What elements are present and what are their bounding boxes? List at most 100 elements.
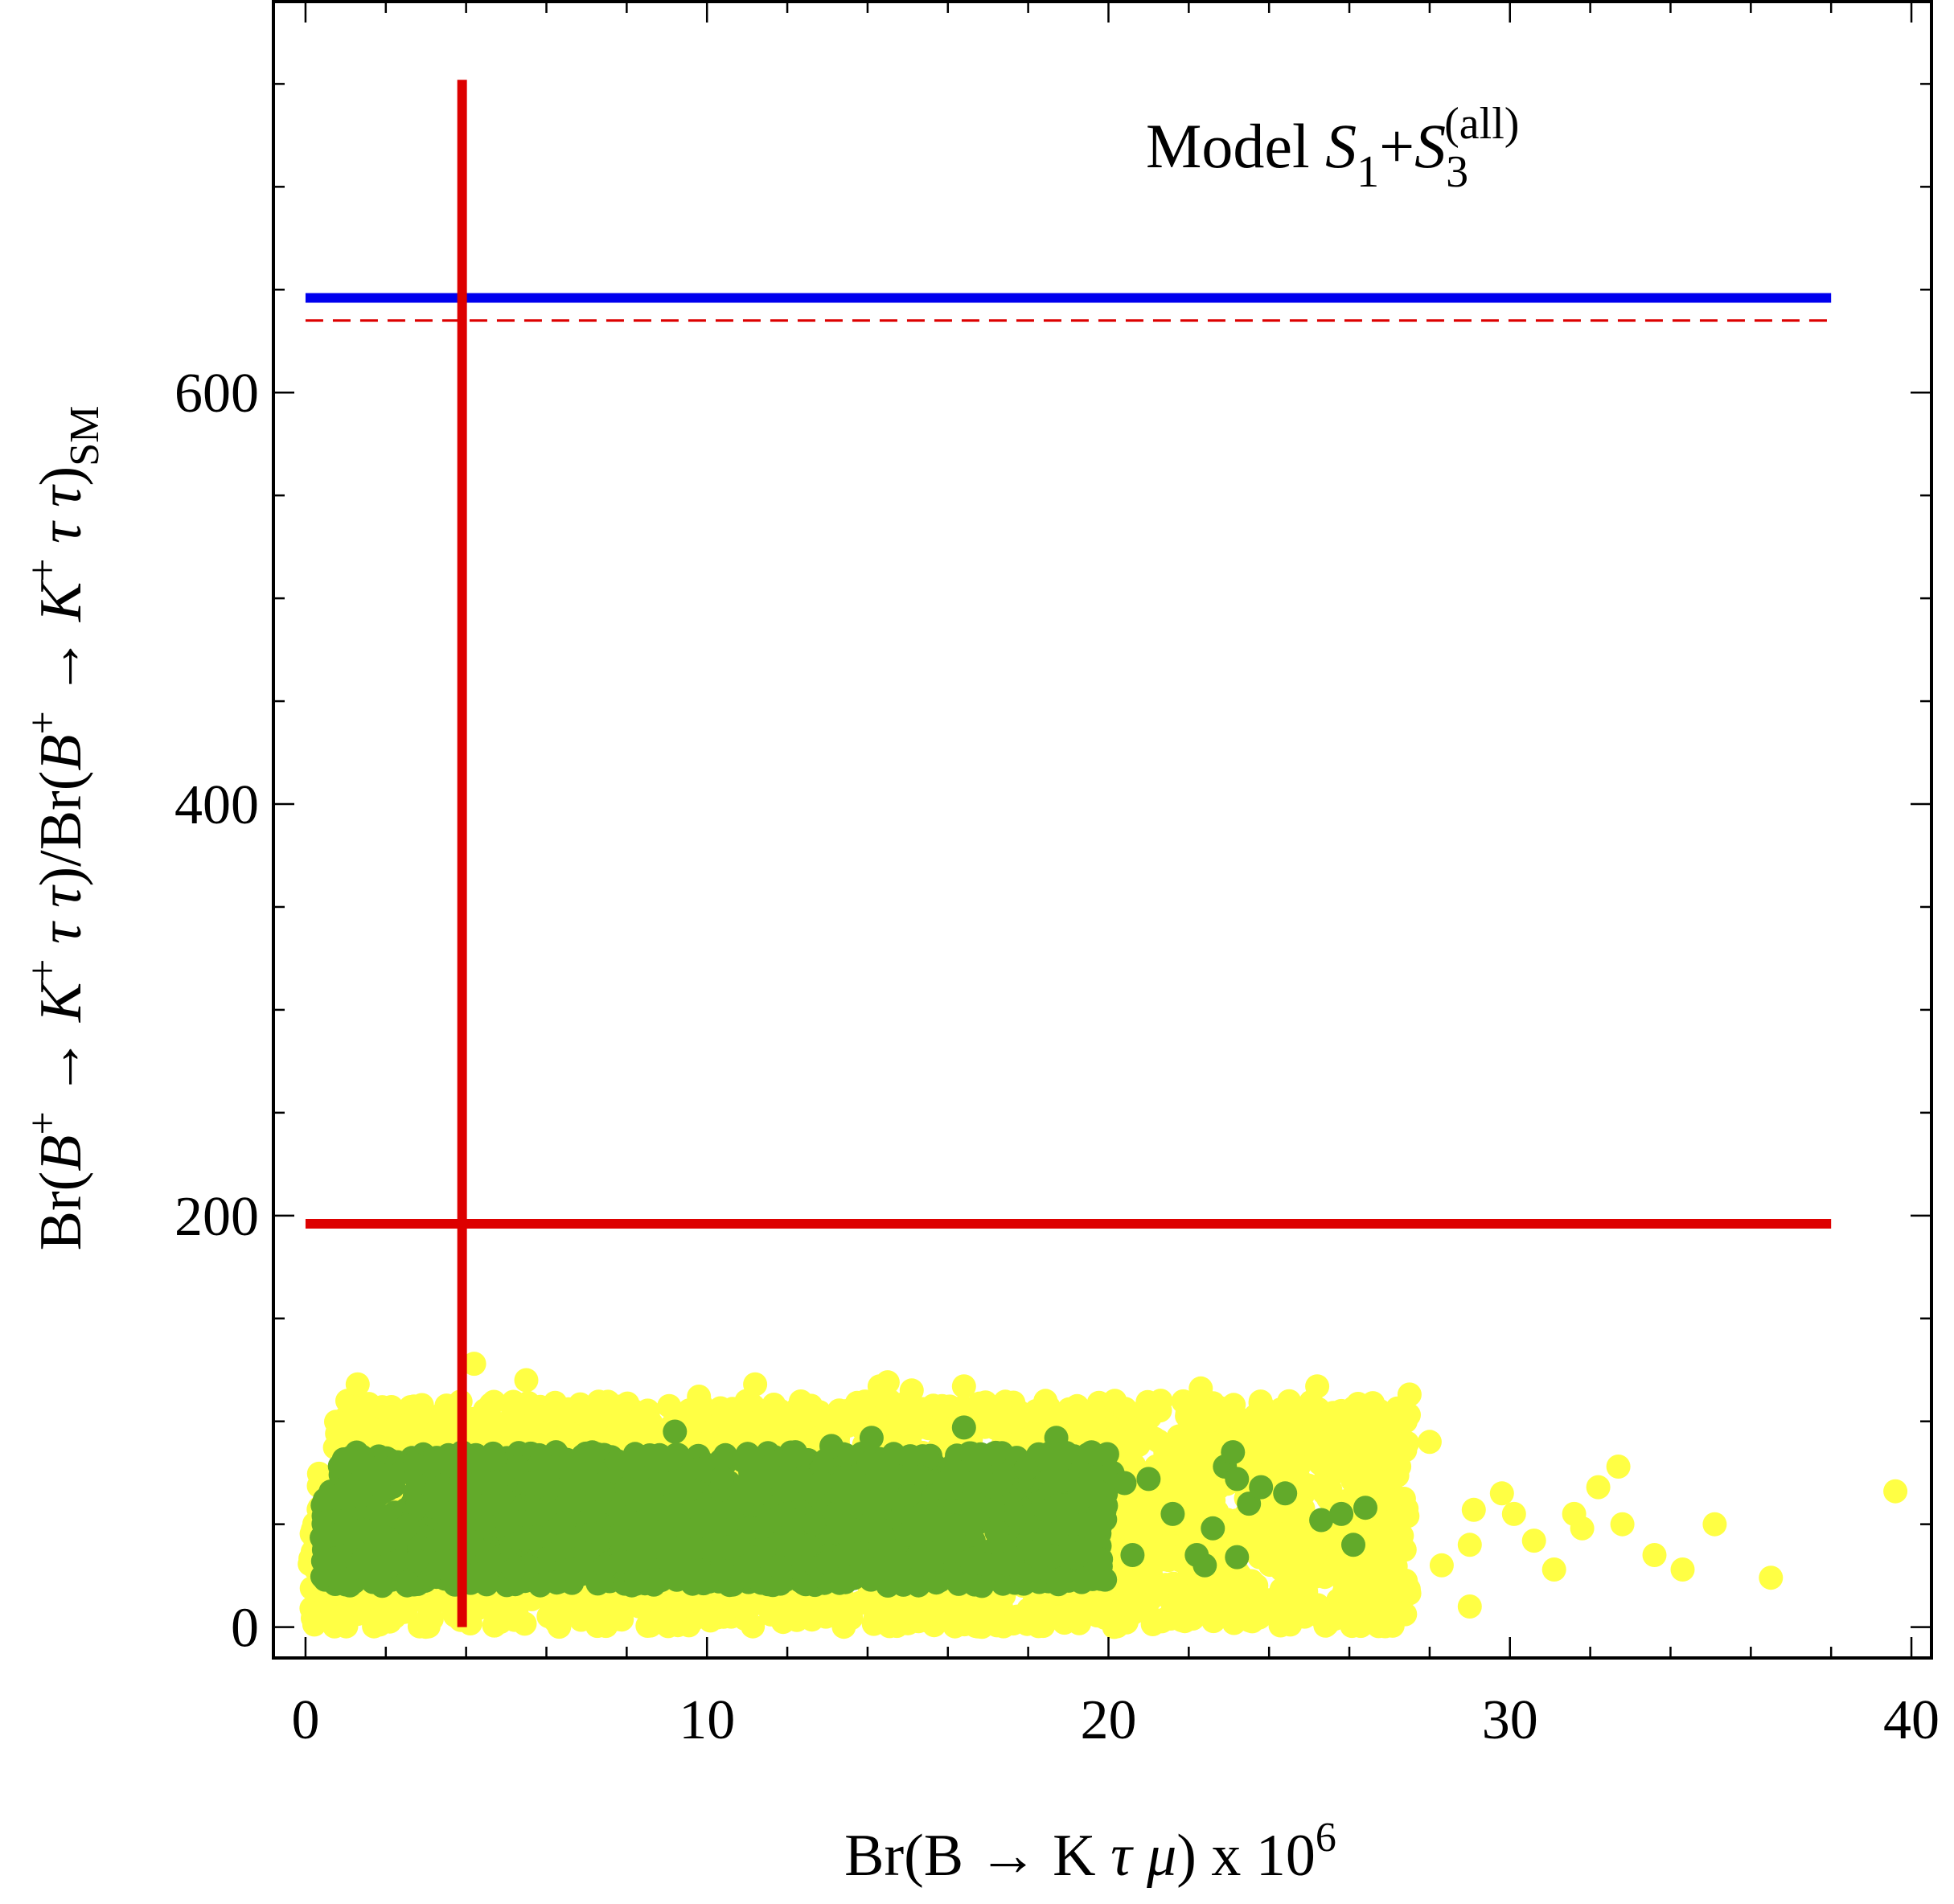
x-title-exp: 6 [1316, 1815, 1336, 1861]
yellow-point [462, 1352, 486, 1377]
yellow-point [1024, 1398, 1049, 1423]
yellow-point [741, 1614, 766, 1639]
green-point [1016, 1568, 1041, 1593]
green-point [1044, 1426, 1069, 1451]
yellow-point [711, 1404, 736, 1429]
green-point [1041, 1544, 1065, 1569]
yellow-point [1329, 1398, 1354, 1423]
green-point [474, 1572, 499, 1597]
yellow-point [345, 1372, 370, 1397]
yellow-point [608, 1596, 633, 1621]
green-point [348, 1483, 373, 1508]
yellow-point [1759, 1565, 1784, 1590]
green-points-series [310, 1415, 1377, 1598]
y-tick-label: 200 [174, 1186, 259, 1248]
yellow-point [1417, 1430, 1442, 1455]
yellow-point [618, 1414, 642, 1438]
yellow-point [585, 1614, 610, 1639]
yellow-point [1385, 1463, 1410, 1488]
green-point [1047, 1493, 1072, 1517]
green-point [559, 1557, 584, 1582]
yellow-point [1288, 1602, 1313, 1627]
green-point [688, 1558, 712, 1583]
yellow-point [881, 1414, 905, 1438]
yellow-point [687, 1385, 712, 1409]
yellow-point [370, 1395, 395, 1420]
green-point [942, 1513, 967, 1538]
yellow-point [1358, 1428, 1383, 1453]
yellow-point [1225, 1405, 1250, 1430]
x-tick-label: 20 [1080, 1689, 1136, 1751]
green-point [430, 1500, 454, 1524]
yellow-point [899, 1378, 924, 1403]
green-point [1004, 1504, 1028, 1529]
green-point [1193, 1553, 1217, 1578]
yellow-point [656, 1607, 681, 1632]
yellow-point [1521, 1529, 1546, 1553]
yellow-point [1131, 1516, 1156, 1541]
annotation-s3-sup: (all) [1444, 99, 1519, 149]
green-point [474, 1492, 499, 1517]
yellow-point [875, 1370, 900, 1395]
annotation-prefix: Model [1146, 111, 1325, 181]
green-point [593, 1554, 618, 1579]
yellow-point [1570, 1516, 1595, 1541]
green-point [423, 1450, 448, 1475]
green-point [995, 1551, 1020, 1576]
x-tick-label: 10 [679, 1689, 735, 1751]
green-point [404, 1549, 429, 1573]
green-point [666, 1504, 691, 1529]
green-point [477, 1550, 502, 1575]
x-axis-title: Br(B → K τ μ) x 106 [844, 1815, 1336, 1889]
yellow-point [657, 1393, 682, 1418]
green-point [663, 1419, 688, 1444]
green-point [748, 1458, 773, 1482]
green-point [856, 1451, 881, 1475]
yellow-point [1606, 1455, 1631, 1479]
yellow-point [1089, 1601, 1114, 1626]
yellow-point [1245, 1412, 1270, 1437]
green-point [624, 1571, 649, 1596]
green-point [905, 1543, 930, 1568]
green-point [965, 1506, 990, 1531]
yellow-point [1287, 1454, 1312, 1479]
green-point [372, 1524, 396, 1549]
yellow-point [1243, 1597, 1268, 1622]
green-point [809, 1470, 834, 1495]
yellow-point [398, 1411, 422, 1436]
green-point [628, 1547, 653, 1572]
yellow-point [759, 1602, 783, 1627]
yellow-point [1164, 1605, 1189, 1630]
yellow-point [1126, 1595, 1151, 1620]
green-point [395, 1570, 420, 1594]
yellow-point [1395, 1504, 1420, 1529]
green-point [1201, 1516, 1225, 1541]
yellow-point [731, 1594, 756, 1619]
yellow-point [1367, 1398, 1392, 1423]
green-point [737, 1516, 762, 1541]
green-point [819, 1434, 844, 1459]
green-point [350, 1518, 375, 1543]
green-point [844, 1518, 868, 1543]
yellow-point [1702, 1512, 1727, 1537]
x-title-pre: Br(B → K [844, 1823, 1110, 1889]
yellow-point [1201, 1609, 1226, 1634]
green-point [613, 1505, 638, 1530]
yellow-point [1429, 1553, 1454, 1578]
green-point [1225, 1467, 1250, 1492]
green-point [970, 1574, 995, 1598]
green-point [501, 1557, 526, 1582]
green-point [1273, 1481, 1298, 1506]
green-point [585, 1474, 610, 1499]
yellow-point [1126, 1432, 1151, 1457]
green-point [476, 1447, 501, 1472]
yellow-point [1397, 1382, 1422, 1407]
green-point [651, 1471, 676, 1496]
yellow-point [1244, 1574, 1269, 1598]
green-point [1072, 1512, 1097, 1537]
yellow-point [759, 1422, 784, 1446]
yellow-point [1457, 1594, 1482, 1619]
yellow-point [1457, 1533, 1482, 1557]
green-point [690, 1510, 715, 1535]
yellow-point [970, 1411, 995, 1436]
